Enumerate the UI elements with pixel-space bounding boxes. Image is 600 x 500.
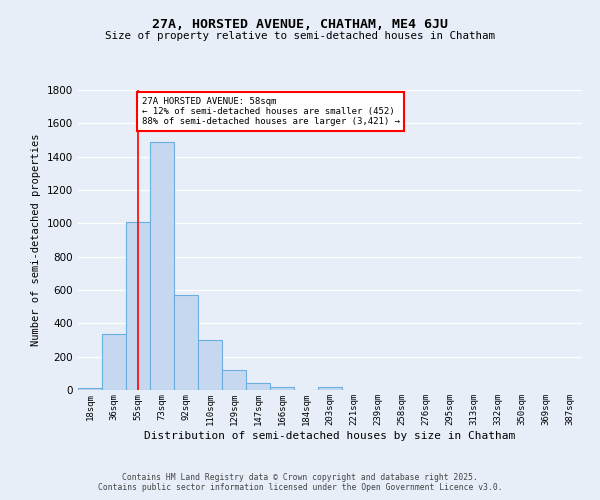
- Bar: [198, 340, 222, 390]
- Bar: [126, 222, 150, 390]
- Bar: [246, 382, 270, 390]
- Bar: [174, 295, 198, 390]
- Bar: [318, 386, 342, 390]
- Text: Size of property relative to semi-detached houses in Chatham: Size of property relative to semi-detach…: [105, 31, 495, 41]
- Bar: [222, 370, 246, 390]
- X-axis label: Distribution of semi-detached houses by size in Chatham: Distribution of semi-detached houses by …: [145, 430, 515, 440]
- Y-axis label: Number of semi-detached properties: Number of semi-detached properties: [31, 134, 41, 346]
- Text: 27A HORSTED AVENUE: 58sqm
← 12% of semi-detached houses are smaller (452)
88% of: 27A HORSTED AVENUE: 58sqm ← 12% of semi-…: [142, 96, 400, 126]
- Text: Contains HM Land Registry data © Crown copyright and database right 2025.
Contai: Contains HM Land Registry data © Crown c…: [98, 473, 502, 492]
- Bar: [270, 386, 294, 390]
- Bar: [78, 388, 102, 390]
- Text: 27A, HORSTED AVENUE, CHATHAM, ME4 6JU: 27A, HORSTED AVENUE, CHATHAM, ME4 6JU: [152, 18, 448, 30]
- Bar: [150, 142, 174, 390]
- Bar: [102, 334, 126, 390]
